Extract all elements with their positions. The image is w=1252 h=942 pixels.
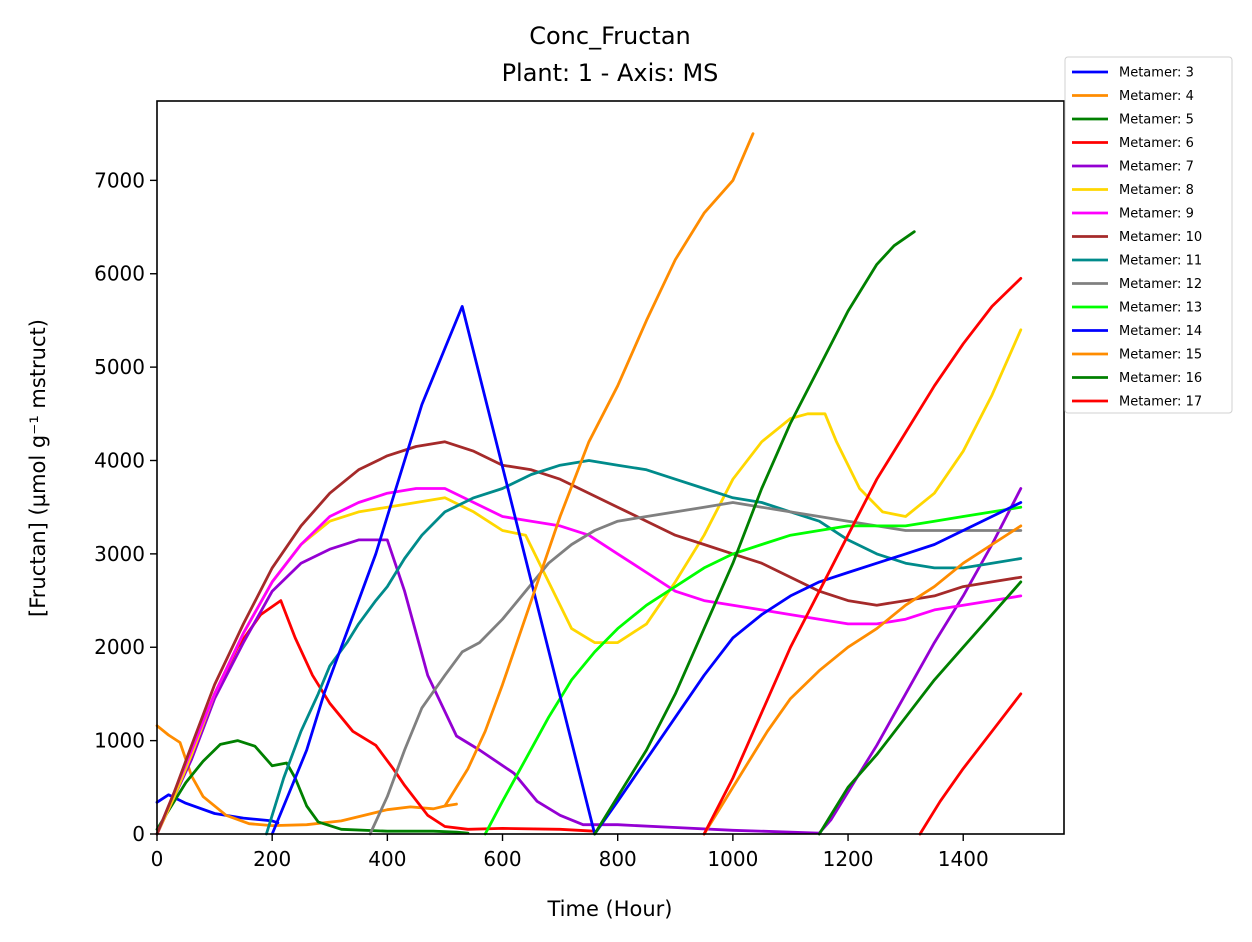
y-tick-label: 4000 [94,448,145,472]
x-tick-label: 1400 [938,847,989,871]
series-line-9 [265,459,1023,836]
series-line-13-part-2 [702,524,1023,836]
series-line-10 [368,501,1023,836]
legend-entry: Metamer: 12 [1119,277,1202,292]
y-tick-label: 5000 [94,355,145,379]
legend-entry: Metamer: 7 [1119,160,1194,175]
legend-entry: Metamer: 9 [1119,207,1194,222]
chart-subtitle: Plant: 1 - Axis: MS [502,59,719,87]
legend-entry: Metamer: 15 [1119,348,1202,363]
series-line-14-part-2 [817,580,1023,836]
series-line-12 [270,305,1023,836]
series-line-15-part-2 [918,692,1023,836]
series-line-11 [483,505,1023,836]
legend-entry: Metamer: 10 [1119,230,1202,245]
series-line-2 [155,724,458,827]
y-axis-ticks: 0 1000 2000 3000 4000 5000 6000 7000 [94,168,157,846]
legend-entry: Metamer: 13 [1119,301,1202,316]
x-tick-label: 600 [483,847,521,871]
y-axis-label: [Fructan] (µmol g⁻¹ mstruct) [26,319,50,617]
y-tick-label: 2000 [94,635,145,659]
x-tick-label: 200 [253,847,291,871]
y-tick-label: 6000 [94,262,145,286]
series-line-8 [155,440,1023,836]
x-axis-label: Time (Hour) [546,897,672,921]
plot-lines [155,132,1023,836]
x-tick-label: 400 [368,847,406,871]
y-tick-label: 1000 [94,729,145,753]
series-line-3 [155,739,470,835]
x-tick-label: 0 [151,847,164,871]
series-line-13-part-1 [443,132,755,808]
y-tick-label: 0 [132,822,145,846]
legend-entry: Metamer: 6 [1119,136,1194,151]
y-tick-label: 3000 [94,542,145,566]
x-axis-ticks: 0 200 400 600 800 1000 1200 1400 [151,834,989,871]
legend: Metamer: 3 Metamer: 4 Metamer: 5 Metamer: 6… [1064,56,1233,414]
legend-entry: Metamer: 14 [1119,324,1202,339]
y-tick-label: 7000 [94,168,145,192]
legend-entry: Metamer: 16 [1119,371,1202,386]
series-line-15-part-1 [702,277,1023,836]
x-tick-label: 800 [599,847,637,871]
legend-entry: Metamer: 8 [1119,183,1194,198]
plot-frame [156,100,1065,835]
series-line-1 [155,793,280,825]
legend-entry: Metamer: 4 [1119,89,1194,104]
series-line-4 [155,599,597,836]
legend-entry: Metamer: 11 [1119,254,1202,269]
x-tick-label: 1200 [823,847,874,871]
chart-title: Conc_Fructan [529,22,691,50]
legend-frame [1064,56,1233,414]
legend-entry: Metamer: 5 [1119,113,1194,128]
series-line-14-part-1 [593,230,916,836]
legend-entry: Metamer: 3 [1119,66,1194,81]
series-line-6 [155,328,1023,836]
x-tick-label: 1000 [707,847,758,871]
series-line-7 [155,487,1023,836]
series-line-5 [155,487,1023,836]
legend-entry: Metamer: 17 [1119,395,1202,410]
